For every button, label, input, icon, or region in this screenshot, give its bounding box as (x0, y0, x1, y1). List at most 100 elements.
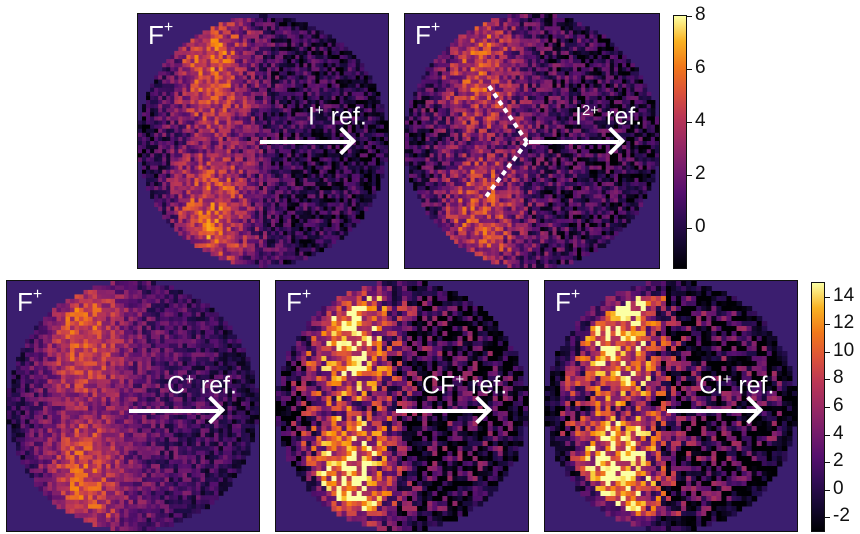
heatmap-cell (170, 186, 175, 191)
heatmap-cell (519, 165, 525, 171)
heatmap-cell (291, 91, 296, 97)
heatmap-cell (371, 141, 377, 146)
heatmap-cell (425, 87, 431, 93)
heatmap-cell (441, 177, 447, 183)
heatmap-cell (222, 100, 228, 105)
heatmap-cell (254, 194, 260, 199)
heatmap-cell (375, 161, 381, 167)
heatmap-cell (548, 206, 553, 212)
heatmap-cell (283, 186, 288, 191)
heatmap-cell (474, 190, 480, 195)
heatmap-cell (560, 153, 566, 158)
heatmap-cell (540, 181, 545, 187)
heatmap-cell (523, 222, 529, 228)
heatmap-cell (218, 194, 224, 199)
heatmap-cell (198, 71, 204, 76)
heatmap-cell (482, 112, 488, 117)
heatmap-cell (186, 46, 191, 52)
heatmap-cell (246, 243, 252, 249)
heatmap-cell (291, 153, 296, 158)
heatmap-cell (174, 153, 179, 158)
heatmap-cell (482, 120, 488, 126)
heatmap-cell (556, 95, 562, 101)
heatmap-cell (466, 116, 472, 122)
heatmap-cell (295, 218, 300, 224)
heatmap-cell (194, 231, 199, 236)
heatmap-cell (540, 218, 545, 224)
heatmap-cell (279, 63, 284, 68)
heatmap-cell (162, 104, 167, 109)
heatmap-cell (182, 165, 187, 171)
heatmap-cell (363, 120, 369, 126)
heatmap-cell (226, 75, 232, 81)
heatmap-cell (515, 112, 521, 117)
heatmap-cell (527, 190, 533, 195)
heatmap-cell (335, 104, 341, 109)
heatmap-cell (523, 75, 529, 81)
heatmap-cell (202, 173, 208, 179)
heatmap-cell (258, 63, 264, 68)
heatmap-cell (466, 67, 472, 72)
heatmap-cell (230, 50, 236, 56)
heatmap-cell (409, 165, 414, 171)
heatmap-cell (335, 173, 341, 179)
heatmap-cell (182, 124, 187, 130)
heatmap-cell (307, 239, 312, 244)
heatmap-cell (154, 194, 159, 199)
heatmap-cell (283, 108, 288, 113)
heatmap-cell (383, 149, 388, 154)
heatmap-cell (186, 87, 191, 93)
heatmap-cell (194, 67, 199, 72)
heatmap-cell (470, 161, 476, 167)
heatmap-cell (214, 218, 220, 224)
heatmap-cell (355, 194, 361, 199)
heatmap-cell (409, 173, 414, 179)
heatmap-cell (491, 46, 496, 52)
heatmap-cell (299, 26, 304, 31)
heatmap-cell (299, 198, 304, 203)
heatmap-cell (182, 173, 187, 179)
heatmap-cell (482, 71, 488, 76)
heatmap-cell (206, 227, 212, 232)
heatmap-cell (556, 149, 562, 154)
heatmap-cell (250, 63, 256, 68)
heatmap-cell (323, 120, 329, 126)
heatmap-cell (299, 255, 304, 261)
heatmap-cell (536, 14, 541, 19)
heatmap-cell (495, 243, 500, 249)
heatmap-cell (283, 202, 288, 208)
heatmap-cell (327, 67, 333, 72)
heatmap-cell (462, 231, 467, 236)
heatmap-cell (158, 116, 163, 122)
heatmap-cell (234, 169, 240, 175)
heatmap-cell (511, 255, 517, 261)
heatmap-cell (544, 75, 549, 81)
heatmap-cell (295, 153, 300, 158)
heatmap-cell (519, 71, 525, 76)
heatmap-cell (499, 247, 504, 253)
heatmap-cell (307, 161, 312, 167)
heatmap-cell (194, 124, 199, 130)
heatmap-cell (515, 243, 521, 249)
heatmap-cell (532, 255, 537, 261)
heatmap-cell (363, 161, 369, 167)
heatmap-cell (307, 206, 312, 212)
heatmap-cell (174, 214, 179, 220)
heatmap-cell (186, 42, 191, 48)
heatmap-cell (210, 108, 216, 113)
heatmap-cell (458, 132, 463, 138)
heatmap-cell (190, 206, 195, 212)
heatmap-cell (202, 235, 208, 240)
heatmap-cell (437, 95, 443, 101)
heatmap-cell (417, 169, 422, 175)
heatmap-cell (466, 50, 472, 56)
heatmap-cell (486, 190, 492, 195)
heatmap-cell (234, 46, 240, 52)
heatmap-cell (263, 202, 268, 208)
heatmap-cell (478, 227, 484, 232)
heatmap-cell (194, 239, 199, 244)
heatmap-cell (540, 124, 545, 130)
heatmap-cell (450, 54, 455, 60)
heatmap-cell (234, 239, 240, 244)
heatmap-cell (383, 120, 388, 126)
